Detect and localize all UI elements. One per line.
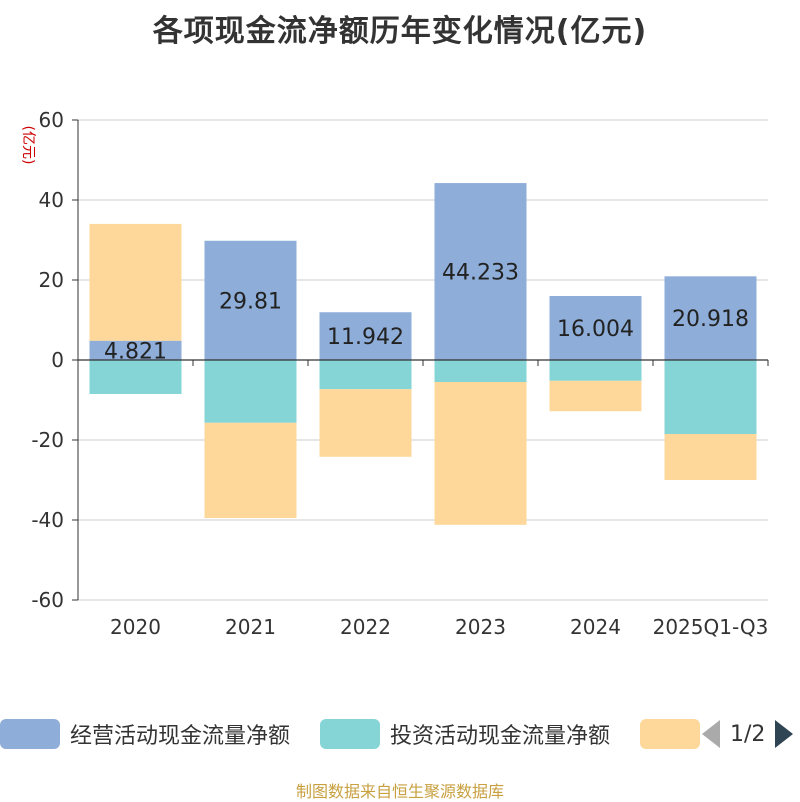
bar-financing-2020	[89, 223, 182, 341]
data-label-operating-2025Q1-Q3: 20.918	[672, 307, 749, 332]
legend-item-operating[interactable]: 经营活动现金流量净额	[0, 712, 290, 756]
bar-financing-2025Q1-Q3	[664, 434, 757, 480]
x-tick-label-2024: 2024	[570, 615, 621, 639]
y-tick-label: 60	[39, 108, 64, 132]
legend-next-page-icon[interactable]	[775, 720, 794, 748]
legend-label-investing: 投资活动现金流量净额	[390, 724, 611, 749]
legend-page-indicator: 1/2	[730, 721, 766, 747]
y-tick-label: -20	[31, 428, 64, 452]
bar-financing-2024	[549, 380, 642, 412]
bar-financing-2021	[204, 422, 297, 518]
x-tick-label-2020: 2020	[110, 615, 161, 639]
y-tick-label: -40	[31, 508, 64, 532]
legend-swatch-operating	[0, 719, 60, 749]
chart-title: 各项现金流净额历年变化情况(亿元)	[152, 14, 648, 49]
data-label-operating-2021: 29.81	[219, 289, 282, 314]
chart-plot-area: 60 40 20 0 -20 -40 -60 (亿元) 4.821 29.81 11.942 44.2…	[20, 108, 769, 639]
legend-label-operating: 经营活动现金流量净额	[70, 724, 291, 749]
legend-item-investing[interactable]: 投资活动现金流量净额	[320, 712, 610, 756]
bar-operating-2024	[549, 295, 642, 360]
bar-investing-2024	[549, 360, 642, 381]
data-label-operating-2022: 11.942	[327, 325, 404, 350]
bar-investing-2025Q1-Q3	[664, 360, 757, 434]
legend: 经营活动现金流量净额 投资活动现金流量净额 1/2	[0, 712, 800, 756]
y-tick-label: 20	[39, 268, 64, 292]
bar-financing-2023	[434, 382, 527, 525]
bar-investing-2022	[319, 360, 412, 390]
x-tick-label-2022: 2022	[340, 615, 391, 639]
bar-investing-2023	[434, 360, 527, 382]
data-label-operating-2023: 44.233	[442, 261, 519, 286]
bar-operating-2025Q1-Q3	[664, 276, 757, 360]
bar-operating-2022	[319, 312, 412, 360]
y-tick-label: 40	[39, 188, 64, 212]
x-tick-label-2025Q1-Q3: 2025Q1-Q3	[653, 615, 769, 639]
bar-operating-2021	[204, 240, 297, 360]
x-tick-label-2023: 2023	[455, 615, 506, 639]
legend-pager: 1/2	[702, 712, 794, 756]
bar-investing-2021	[204, 360, 297, 423]
bar-investing-2020	[89, 360, 182, 394]
y-tick-label: 0	[51, 348, 64, 372]
bar-financing-2022	[319, 389, 412, 457]
legend-item-financing[interactable]	[640, 712, 700, 756]
data-label-operating-2020: 4.821	[104, 339, 167, 364]
x-tick-label-2021: 2021	[225, 615, 276, 639]
legend-swatch-financing	[640, 719, 700, 749]
bar-operating-2020	[89, 340, 182, 360]
data-source-note: 制图数据来自恒生聚源数据库	[295, 782, 504, 801]
legend-swatch-investing	[320, 719, 380, 749]
data-label-operating-2024: 16.004	[557, 317, 634, 342]
y-tick-label: -60	[31, 588, 64, 612]
legend-prev-page-icon[interactable]	[702, 720, 720, 748]
bar-operating-2023	[434, 183, 527, 360]
y-axis-title: (亿元)	[20, 126, 36, 165]
